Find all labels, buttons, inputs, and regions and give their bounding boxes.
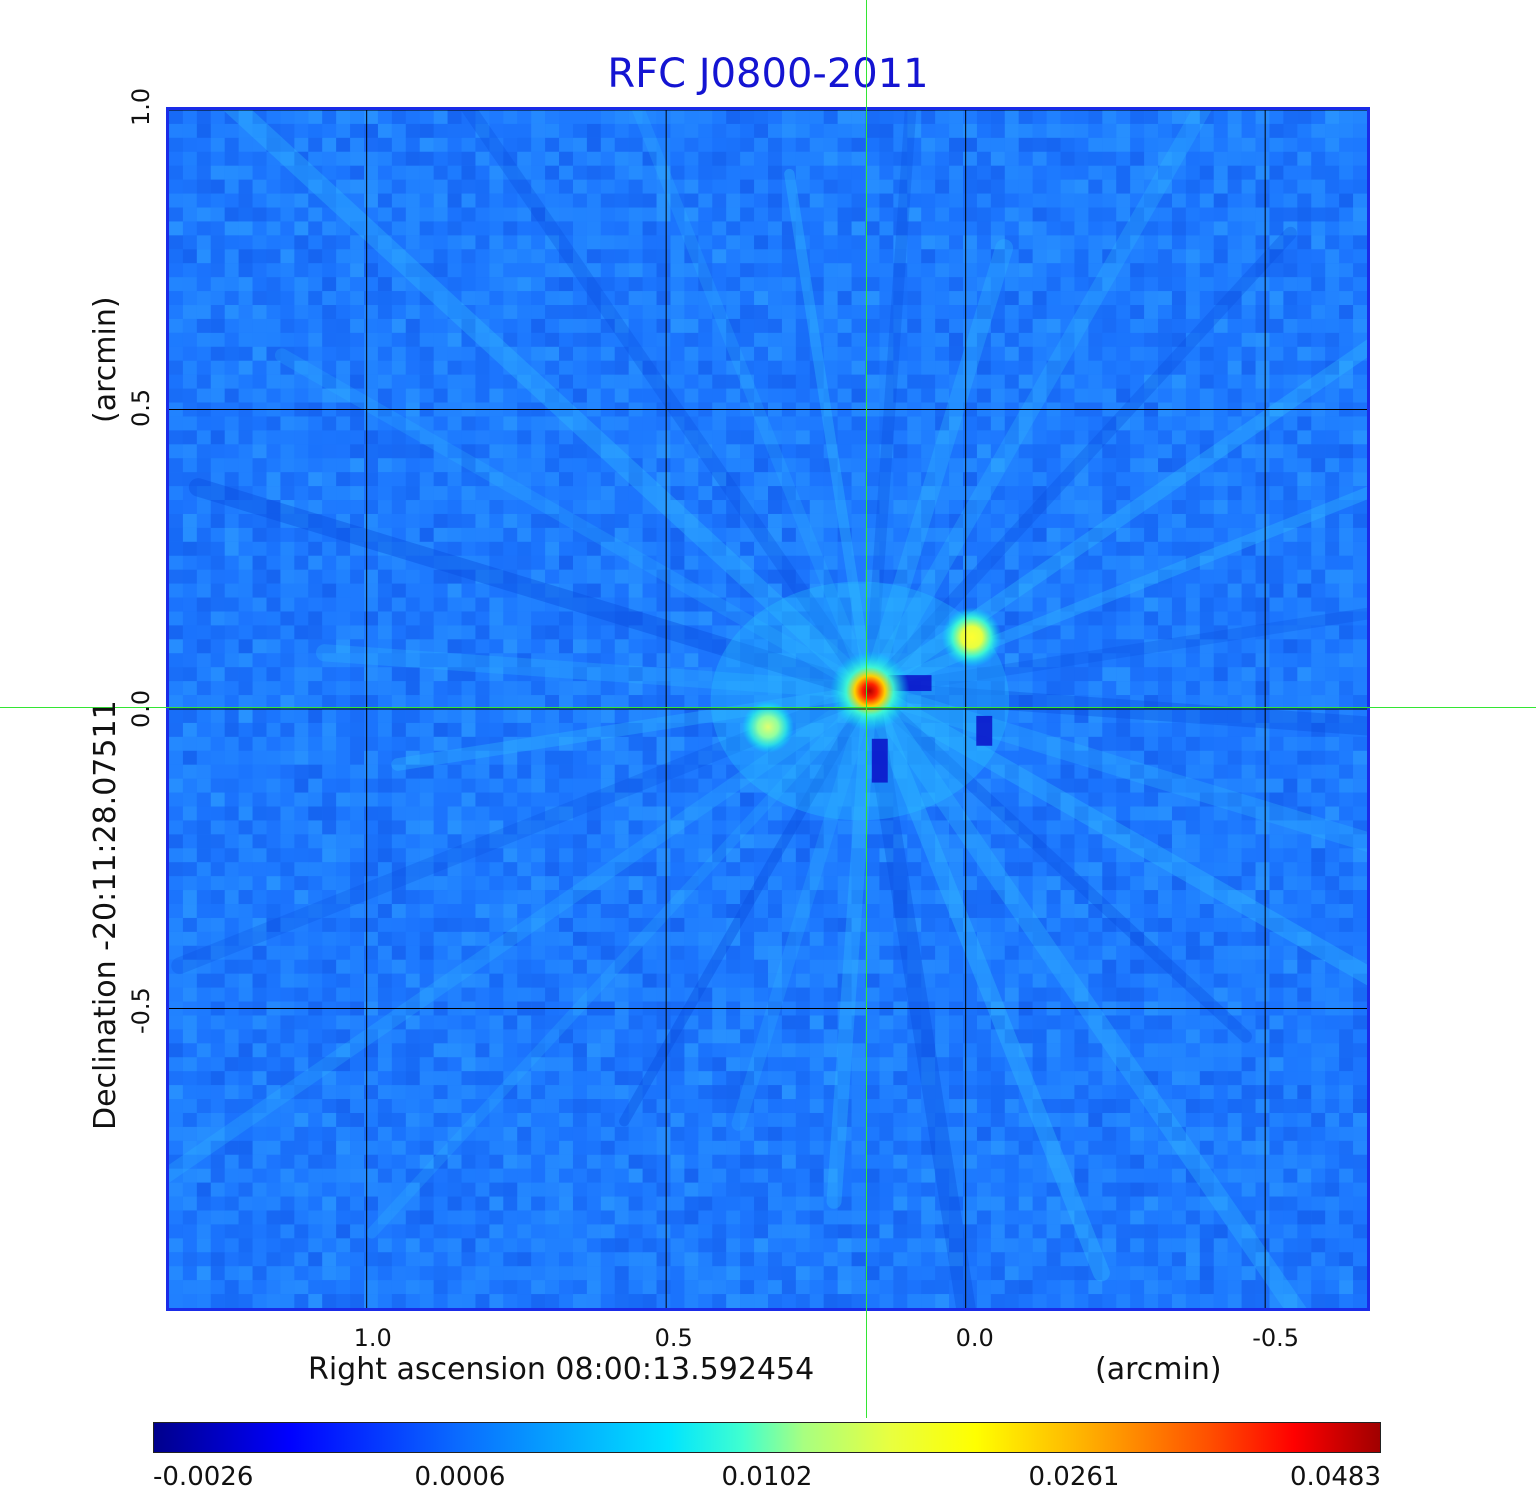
y-axis-unit: (arcmin): [88, 296, 123, 423]
sidelobe-streaks: [169, 110, 1367, 1308]
negative-patch-2: [871, 738, 888, 783]
crosshair-horizontal: [0, 707, 1536, 709]
y-tick-label: 0.5: [127, 388, 155, 427]
crosshair-vertical: [866, 0, 868, 1418]
x-axis-label: Right ascension 08:00:13.592454: [308, 1352, 815, 1387]
colorbar-tick-label: 0.0483: [1290, 1462, 1381, 1492]
chart-title: RFC J0800-2011: [607, 51, 929, 97]
x-tick-label: 1.0: [353, 1324, 392, 1352]
source-3: [742, 701, 794, 753]
grid-lines: [169, 110, 1367, 1308]
source-1: [830, 651, 910, 731]
plot-area: [166, 107, 1370, 1311]
y-tick-label: -0.5: [127, 986, 155, 1034]
x-tick-label: 0.5: [654, 1324, 693, 1352]
x-tick-label: -0.5: [1252, 1324, 1300, 1352]
colorbar-tick-label: 0.0102: [721, 1462, 813, 1492]
colorbar-tick-label: 0.0261: [1028, 1462, 1120, 1492]
y-tick-label: 0.0: [127, 689, 155, 728]
y-tick-label: 1.0: [127, 87, 155, 126]
map-noise: [169, 110, 1367, 1308]
x-tick-label: 0.0: [955, 1324, 994, 1352]
x-axis-unit: (arcmin): [1095, 1352, 1222, 1387]
negative-patch-3: [976, 715, 993, 746]
colorbar-tick-label: 0.0006: [414, 1462, 506, 1492]
colorbar: [153, 1422, 1381, 1453]
y-axis-label: Declination -20:11:28.07511: [88, 700, 123, 1130]
colorbar-tick-label: -0.0026: [153, 1462, 254, 1492]
radio-map: [169, 110, 1367, 1308]
source-2: [941, 607, 1002, 667]
